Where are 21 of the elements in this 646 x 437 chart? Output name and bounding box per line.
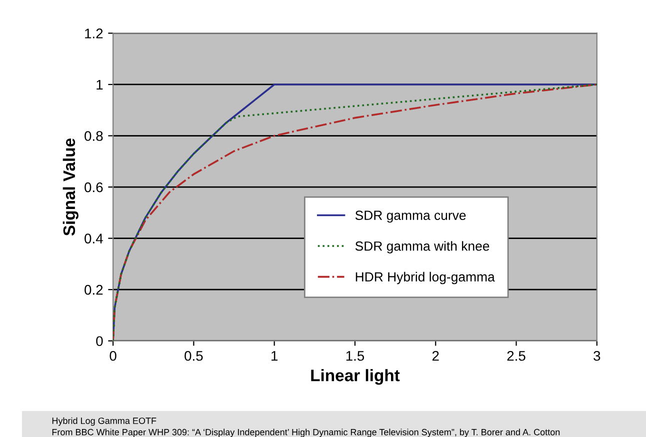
x-tick-label: 3 — [594, 350, 600, 361]
x-tick-label: 1.5 — [346, 351, 364, 361]
y-tick-label: 0.6 — [84, 182, 103, 192]
x-tick-label: 2.5 — [507, 350, 526, 361]
legend-label: SDR gamma with knee — [355, 241, 490, 254]
x-tick-label: 2 — [432, 350, 439, 361]
y-tick-label: 0.8 — [84, 131, 103, 141]
y-tick-label: 1 — [96, 80, 103, 90]
y-tick-label: 0.4 — [84, 234, 103, 244]
y-tick-label: 1.2 — [85, 28, 103, 38]
text: From BBC White Paper WHP 309: “A ‘Display Independent’ High Dynamic Range Television System”, by T. Borer and A. Cotton — [52, 428, 560, 437]
x-axis-title: Linear light — [311, 369, 400, 385]
y-tick-label: 0.2 — [84, 284, 103, 295]
y-tick-label: 0 — [96, 336, 103, 346]
legend-label: SDR gamma curve — [355, 210, 466, 223]
x-tick-label: 0.5 — [184, 350, 203, 361]
text: Hybrid Log Gamma EOTF — [52, 417, 156, 426]
legend-label: HDR Hybrid log-gamma — [356, 272, 495, 284]
x-tick-label: 1 — [272, 351, 278, 361]
x-tick-label: 0 — [110, 350, 116, 361]
y-axis-title: Signal Value — [62, 138, 78, 236]
